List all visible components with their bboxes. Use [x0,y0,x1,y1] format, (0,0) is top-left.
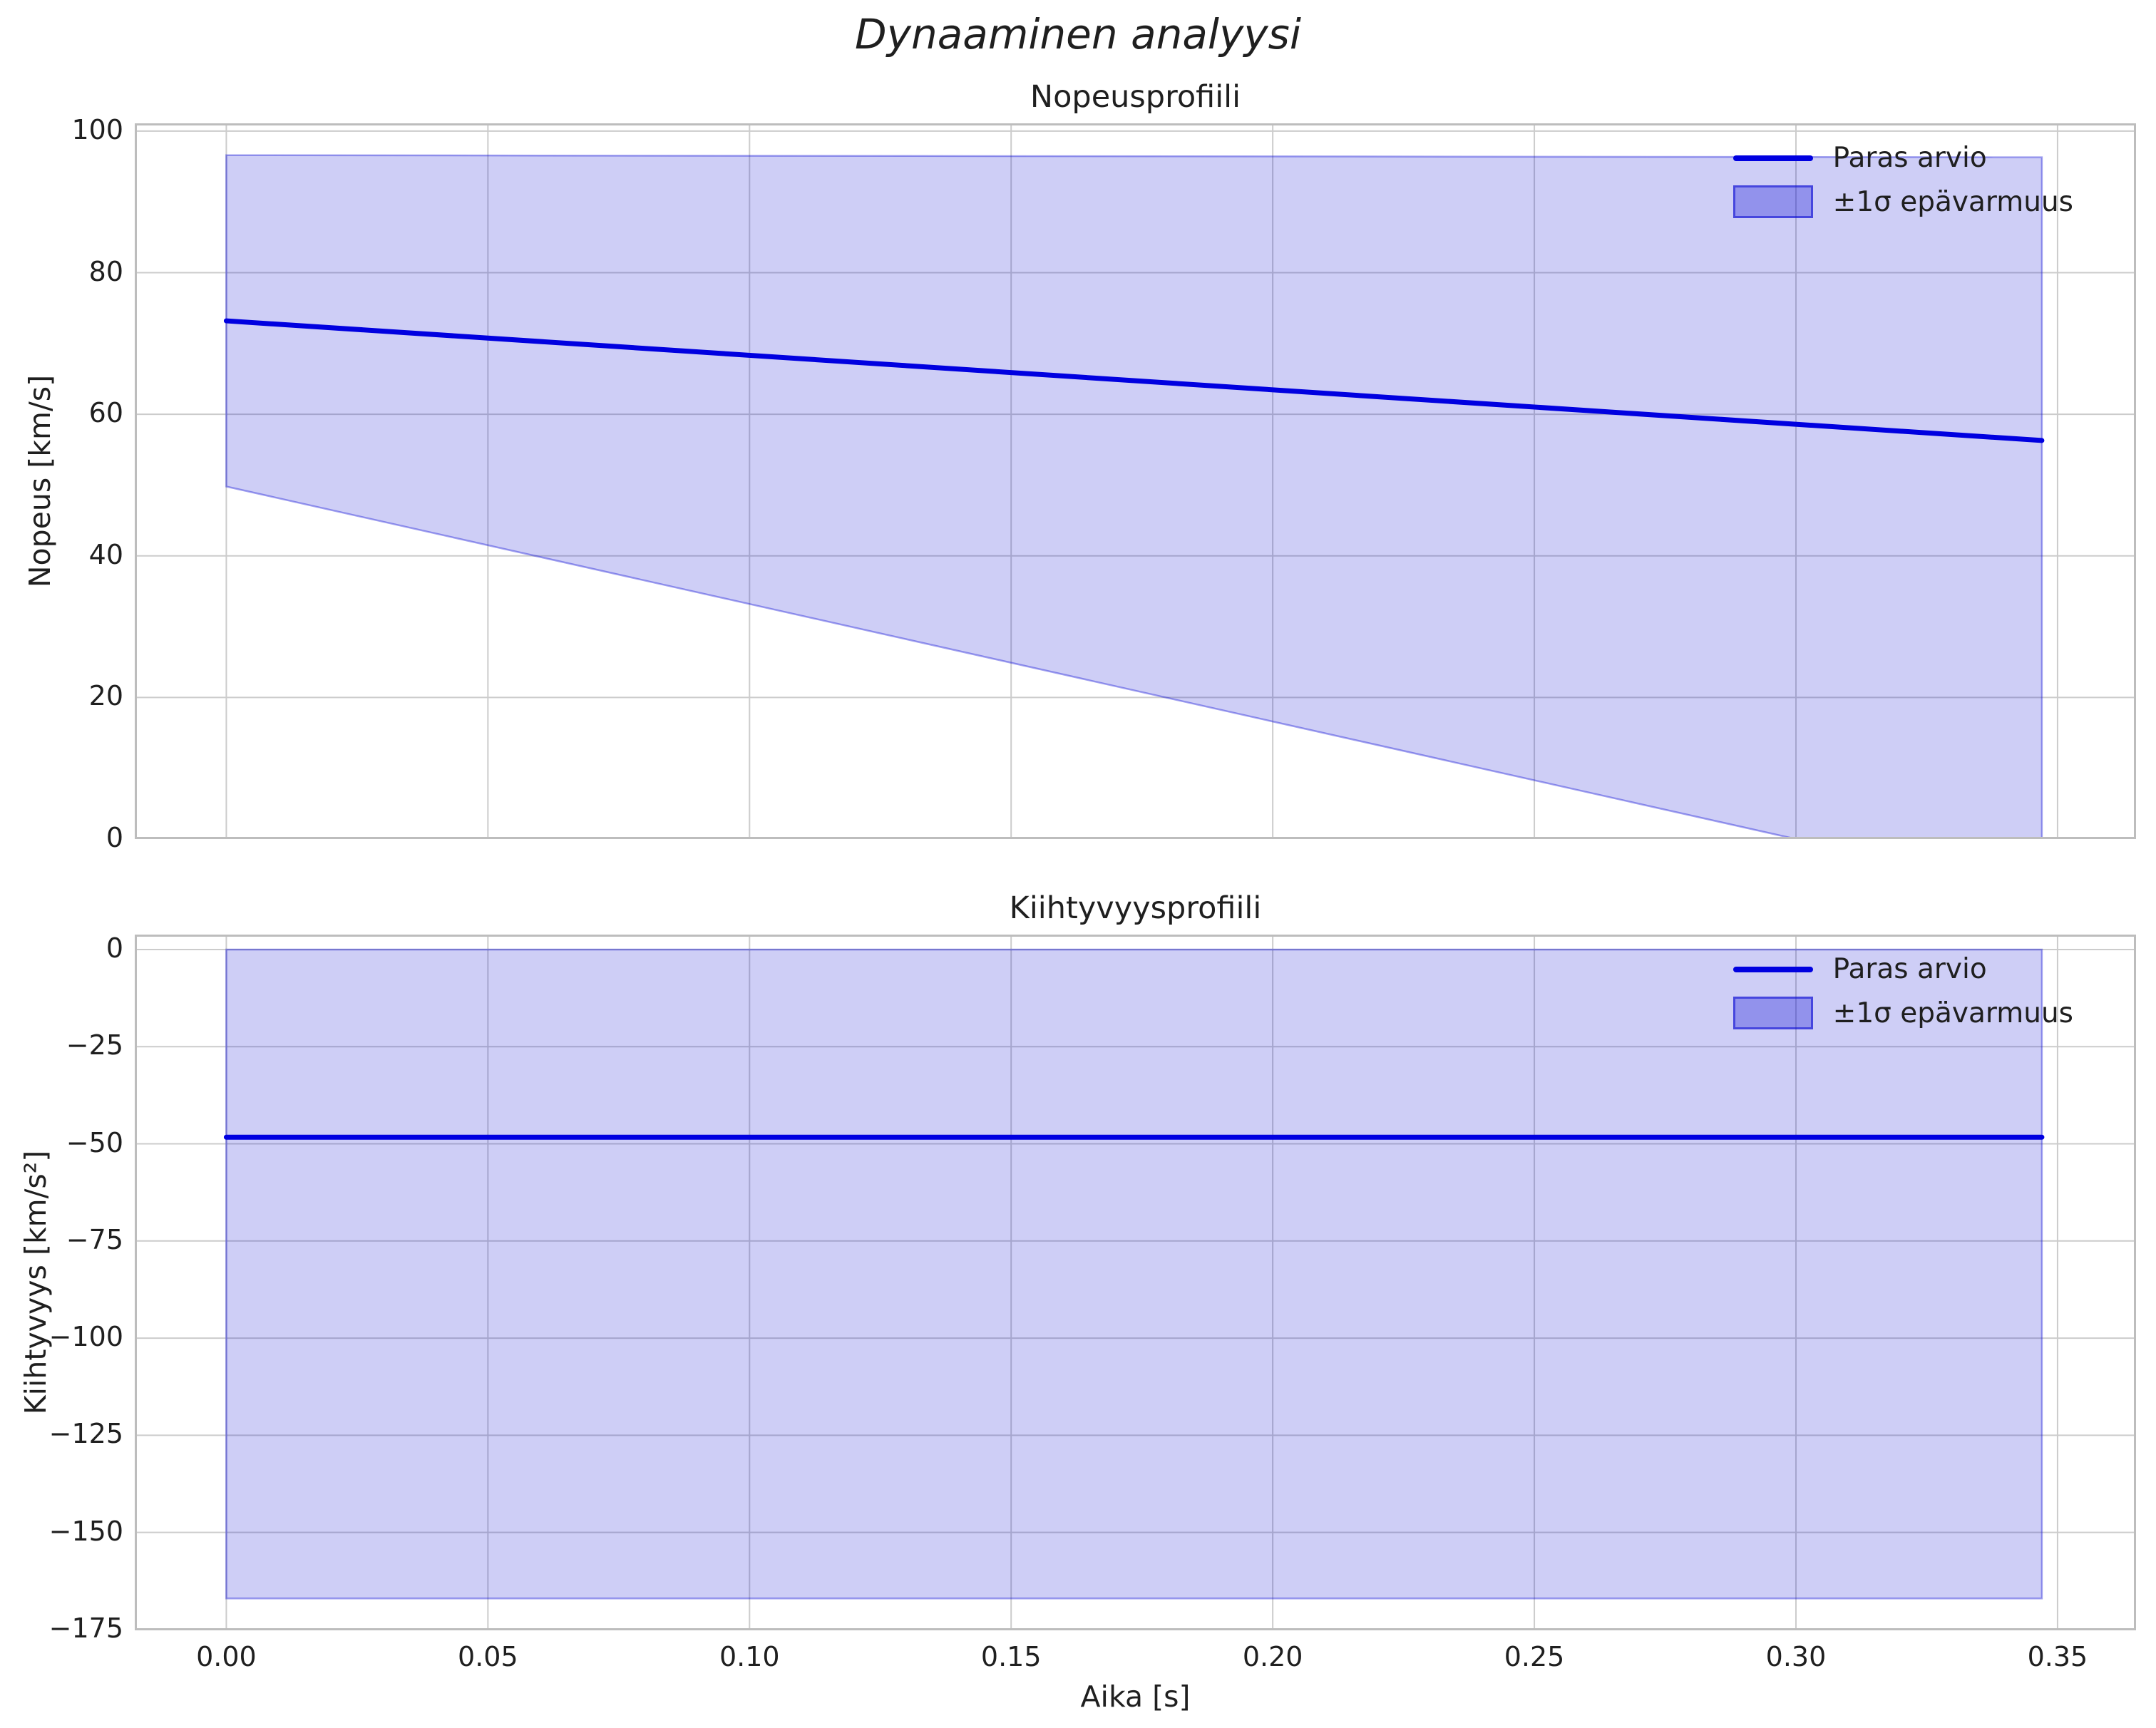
acceleration-axes: Kiihtyvyysprofiili Paras arvio ±1σ epäva… [49,890,2136,1671]
acceleration-y-tick-label: −125 [48,1418,123,1450]
acceleration-y-tick-label: 0 [106,932,123,964]
acceleration-y-tick-label: −175 [48,1612,123,1644]
velocity-legend: Paras arvio ±1σ epävarmuus [1732,142,2073,218]
acceleration-x-tick-label: 0.10 [719,1641,780,1672]
acceleration-y-tick-label: −100 [48,1321,123,1353]
legend-item-best-estimate: Paras arvio [1732,142,2073,174]
line-swatch-icon [1732,155,1813,161]
velocity-y-tick-label: 40 [88,538,123,570]
acceleration-y-tick-label: −50 [66,1126,123,1158]
acceleration-legend: Paras arvio ±1σ epävarmuus [1732,953,2073,1029]
line-swatch-icon [1732,966,1813,972]
acceleration-x-tick-label: 0.25 [1504,1641,1565,1672]
legend-label: Paras arvio [1832,142,1987,174]
legend-item-uncertainty: ±1σ epävarmuus [1732,185,2073,218]
velocity-chart-svg [135,123,2136,839]
x-axis-label: Aika [s] [1080,1680,1191,1714]
acceleration-plot-area [135,935,2136,1630]
figure-title: Dynaaminen analyysi [854,10,1302,58]
acceleration-y-tick-label: −75 [66,1223,123,1255]
acceleration-x-tick-label: 0.30 [1765,1641,1827,1672]
acceleration-x-tick-label: 0.00 [196,1641,257,1672]
acceleration-x-tick-label: 0.35 [2027,1641,2088,1672]
velocity-y-tick-label: 80 [88,255,123,287]
legend-label: ±1σ epävarmuus [1832,185,2073,218]
velocity-y-tick-label: 20 [88,680,123,712]
velocity-plot-area [135,123,2136,839]
acceleration-axes-title: Kiihtyvyysprofiili [1009,890,1262,926]
acceleration-y-axis-label: Kiihtyvyys [km/s²] [19,1150,53,1415]
legend-label: ±1σ epävarmuus [1832,997,2073,1029]
legend-item-uncertainty: ±1σ epävarmuus [1732,997,2073,1029]
acceleration-y-tick-label: −150 [48,1515,123,1547]
acceleration-chart-svg [135,935,2136,1630]
acceleration-x-tick-label: 0.05 [458,1641,518,1672]
velocity-y-tick-label: 60 [88,397,123,429]
velocity-y-axis-label: Nopeus [km/s] [23,374,57,588]
velocity-axes-title: Nopeusprofiili [1030,79,1241,115]
legend-item-best-estimate: Paras arvio [1732,953,2073,985]
velocity-axes: Nopeusprofiili Paras arvio ±1σ epävarmuu… [71,79,2136,852]
velocity-y-tick-label: 100 [71,113,123,145]
acceleration-x-tick-label: 0.20 [1242,1641,1303,1672]
band-swatch-icon [1732,997,1813,1029]
band-swatch-icon [1732,185,1813,218]
acceleration-x-tick-label: 0.15 [980,1641,1042,1672]
legend-label: Paras arvio [1832,953,1987,985]
velocity-y-tick-label: 0 [106,822,123,853]
acceleration-y-tick-label: −25 [66,1029,123,1061]
